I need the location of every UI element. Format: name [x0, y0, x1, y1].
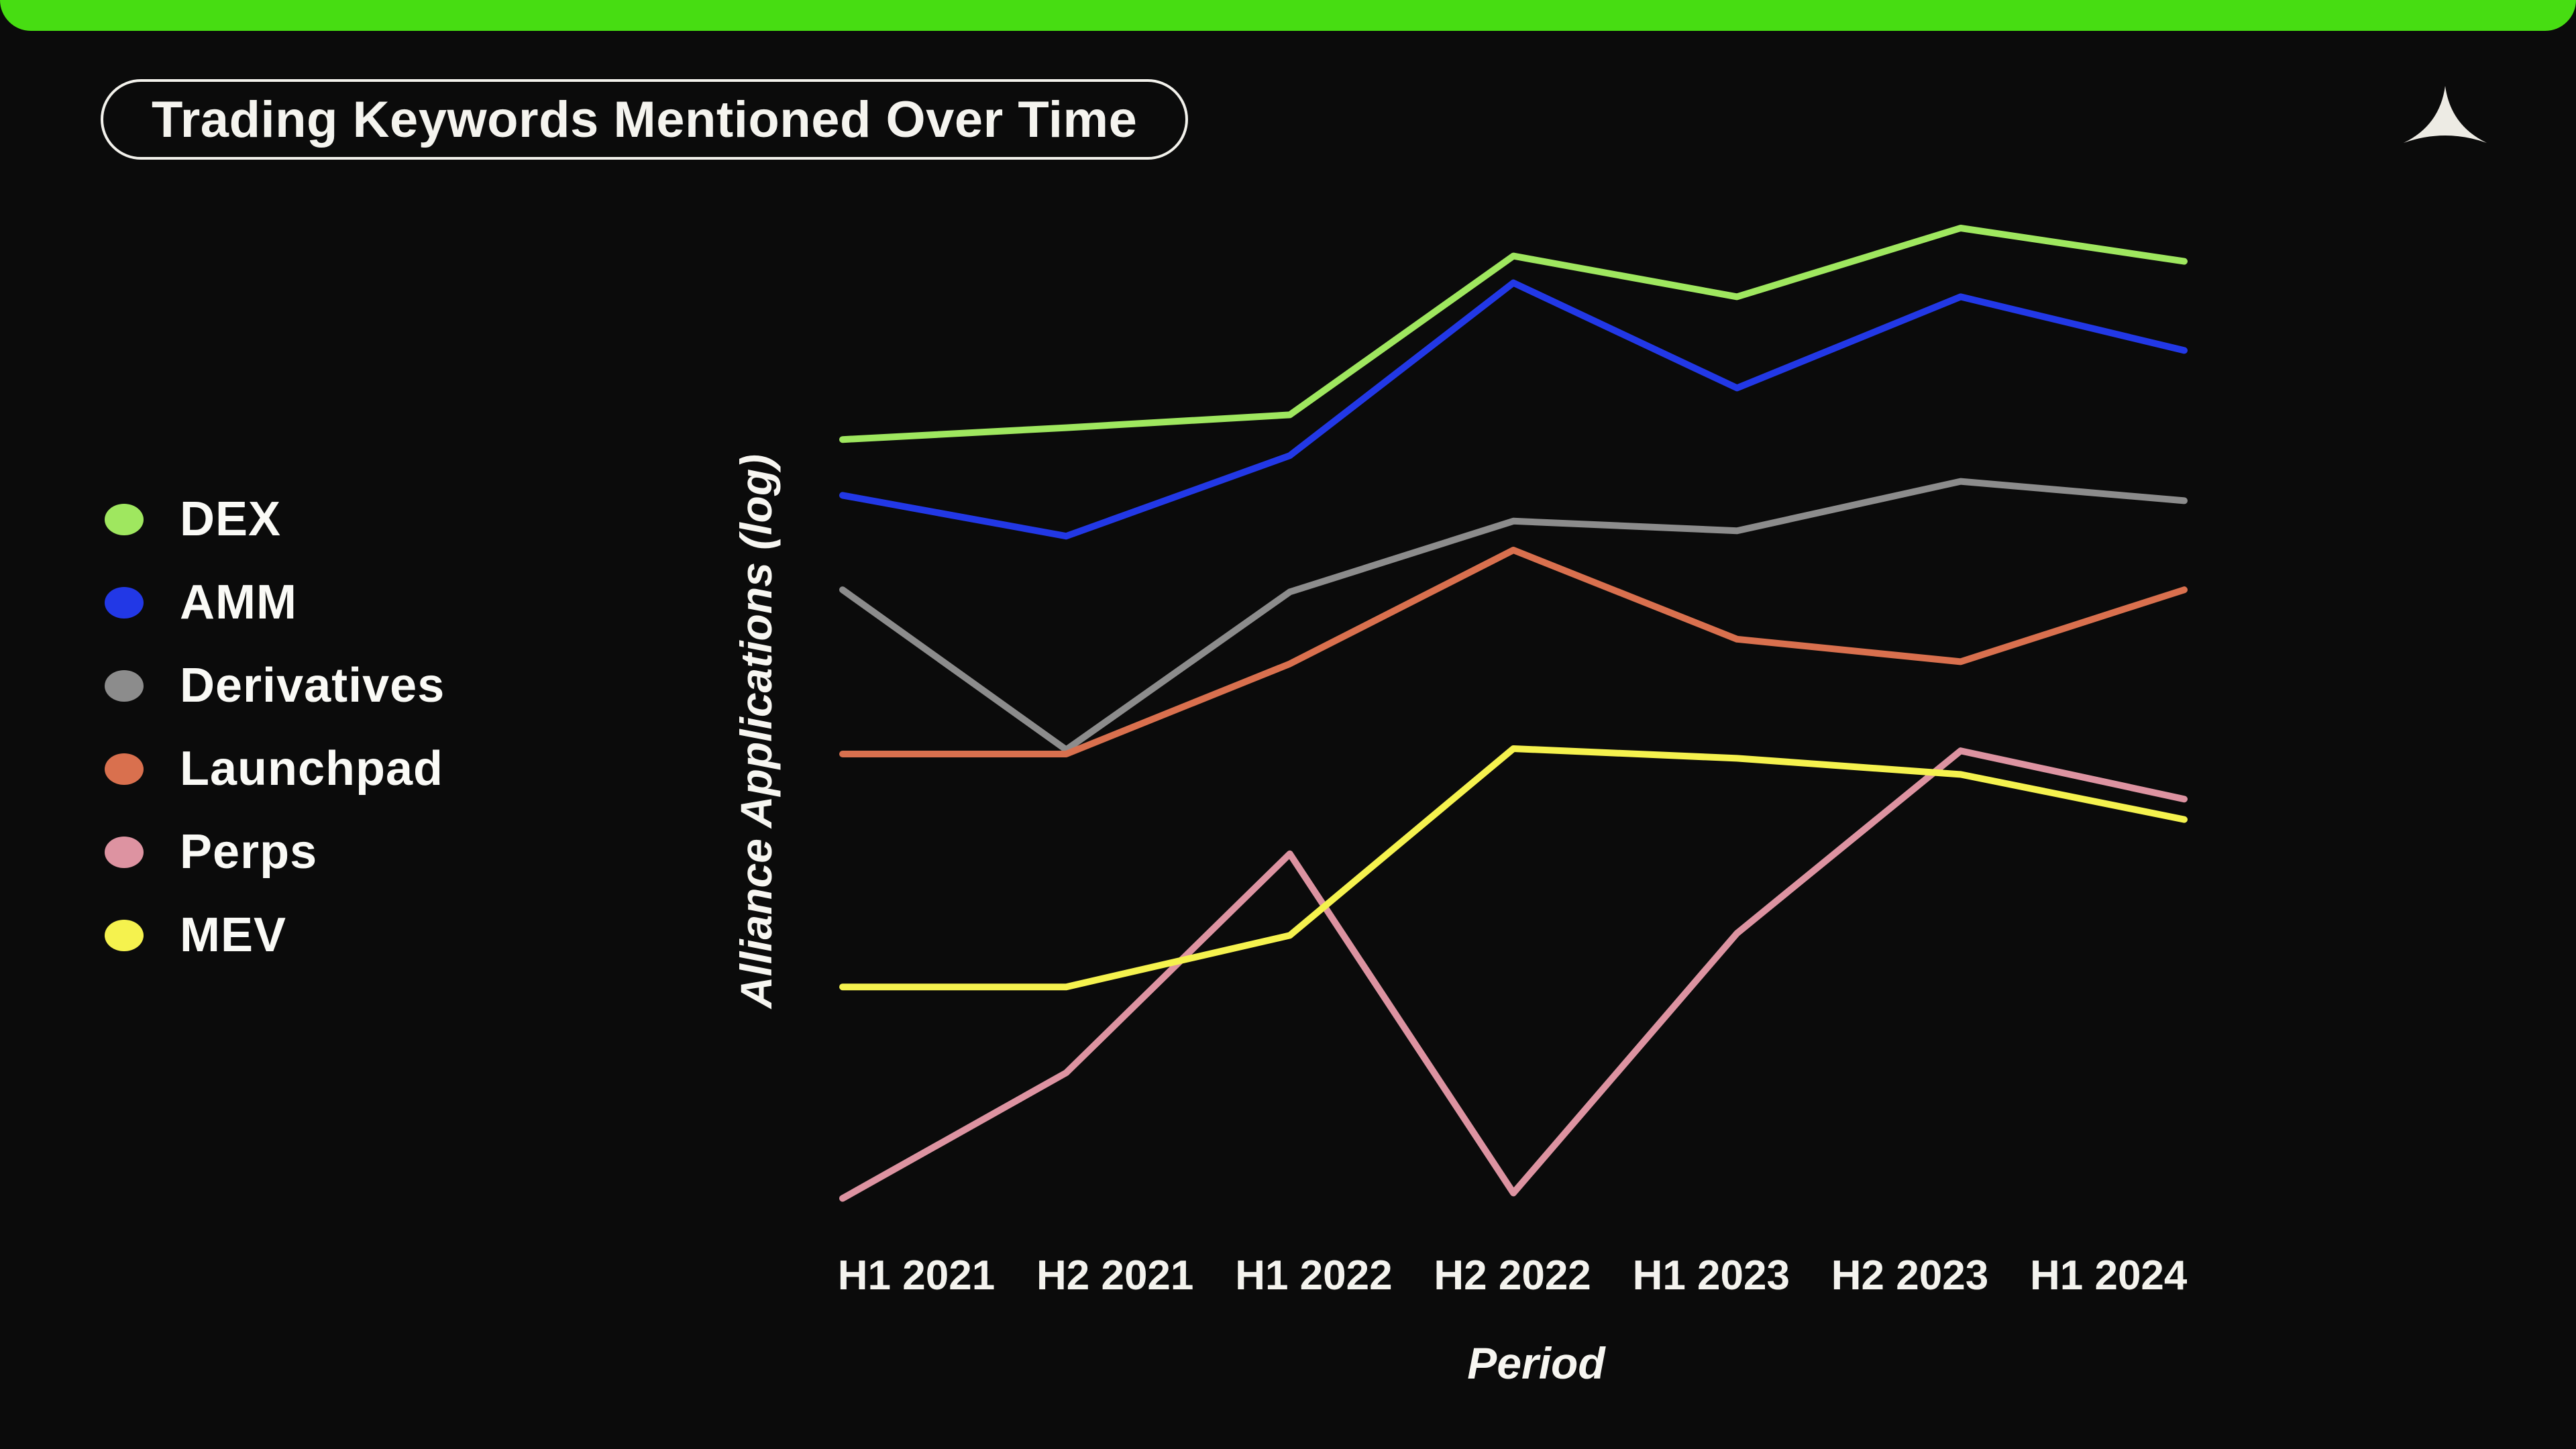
- series-line-dex: [839, 225, 2188, 443]
- legend-label: Derivatives: [180, 659, 445, 712]
- page-title: Trading Keywords Mentioned Over Time: [152, 91, 1138, 148]
- legend-item-dex: DEX: [105, 478, 445, 561]
- legend-dot-launchpad: [105, 753, 144, 785]
- legend-label: DEX: [180, 492, 282, 546]
- x-tick-label-h2-2023: H2 2023: [1831, 1252, 1988, 1299]
- triangle-logo-glyph: [2404, 86, 2487, 143]
- x-tick-label-h1-2021: H1 2021: [838, 1252, 995, 1299]
- legend-dot-mev: [105, 919, 144, 951]
- legend-label: AMM: [180, 576, 297, 629]
- legend-dot-amm: [105, 586, 144, 619]
- legend-item-derivatives: Derivatives: [105, 644, 445, 727]
- legend-dot-derivatives: [105, 669, 144, 702]
- x-tick-label-h1-2022: H1 2022: [1235, 1252, 1392, 1299]
- y-axis-title: Alliance Applications (log): [731, 454, 781, 1010]
- series-line-mev: [839, 745, 2188, 991]
- legend-item-perps: Perps: [105, 810, 445, 894]
- legend-dot-dex: [105, 503, 144, 535]
- legend-item-amm: AMM: [105, 561, 445, 644]
- chart-legend: DEX AMM Derivatives Launchpad Perps MEV: [105, 478, 445, 977]
- x-tick-label-h2-2021: H2 2021: [1036, 1252, 1193, 1299]
- chart-title-pill: Trading Keywords Mentioned Over Time: [101, 79, 1189, 160]
- series-line-perps: [839, 747, 2188, 1202]
- x-tick-label-h2-2022: H2 2022: [1434, 1252, 1591, 1299]
- legend-item-mev: MEV: [105, 894, 445, 977]
- series-line-derivatives: [839, 478, 2188, 753]
- legend-dot-perps: [105, 836, 144, 868]
- legend-item-launchpad: Launchpad: [105, 727, 445, 810]
- legend-label: Perps: [180, 825, 318, 879]
- legend-label: Launchpad: [180, 742, 444, 796]
- legend-label: MEV: [180, 908, 287, 962]
- x-tick-label-h1-2024: H1 2024: [2030, 1252, 2188, 1299]
- top-accent-bar: [0, 0, 2576, 31]
- series-line-amm: [839, 279, 2188, 540]
- alliance-triangle-logo-icon: [2404, 85, 2487, 154]
- series-line-launchpad: [839, 547, 2188, 757]
- x-tick-label-h1-2023: H1 2023: [1633, 1252, 1790, 1299]
- x-axis-title: Period: [1467, 1338, 1606, 1388]
